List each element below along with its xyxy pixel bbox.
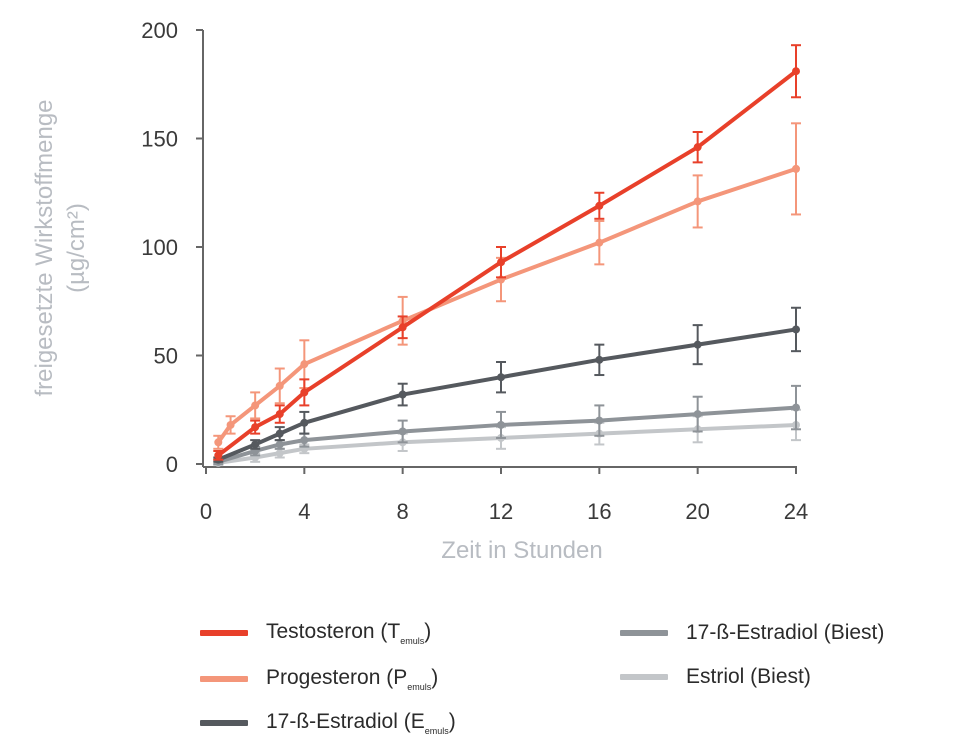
y-tick-label: 0 (166, 452, 178, 477)
legend-item: 17-ß-Estradiol (Biest) (620, 618, 884, 648)
x-tick-label: 16 (587, 499, 611, 524)
series-group (213, 44, 801, 461)
plot-area (213, 44, 801, 467)
series-group (213, 306, 801, 464)
x-tick-label: 4 (298, 499, 310, 524)
data-point (792, 325, 800, 334)
y-tick-label: 50 (154, 344, 178, 369)
data-point (398, 323, 407, 332)
chart: freigesetzte Wirkstoffmenge (µg/cm²) Zeit… (31, 18, 808, 564)
data-point (398, 427, 407, 436)
legend-swatch (200, 676, 248, 682)
legend-label: Estriol (Biest) (686, 665, 811, 688)
data-point (792, 403, 800, 412)
data-point (251, 423, 260, 432)
y-axis-title-line: freigesetzte Wirkstoffmenge (31, 99, 58, 396)
data-point (595, 355, 604, 364)
data-point (398, 390, 407, 399)
data-point (792, 164, 800, 173)
legend: Testosteron (Temuls) Progesteron (Pemuls)… (200, 618, 960, 738)
x-ticks: 0 4 8 12 16 20 24 (200, 467, 808, 524)
data-point (693, 197, 702, 206)
data-point (595, 238, 604, 247)
x-tick-label: 0 (200, 499, 212, 524)
legend-item: Testosteron (Temuls) (200, 618, 431, 648)
data-point (275, 381, 284, 390)
data-point (275, 440, 284, 449)
series-group (213, 122, 801, 450)
x-tick-label: 12 (489, 499, 513, 524)
y-axis-title: freigesetzte Wirkstoffmenge (µg/cm²) (31, 99, 90, 396)
data-point (693, 143, 702, 152)
legend-swatch (620, 674, 668, 680)
data-point (497, 373, 505, 382)
x-axis-title: Zeit in Stunden (441, 537, 602, 564)
y-tick-label: 200 (141, 18, 178, 43)
data-point (693, 410, 702, 419)
data-point (214, 451, 223, 460)
data-point (693, 340, 702, 349)
data-point (275, 449, 284, 458)
legend-label: 17-ß-Estradiol (Eemuls) (266, 710, 456, 736)
data-point (214, 438, 223, 447)
legend-swatch (200, 720, 248, 726)
legend-label: Progesteron (Pemuls) (266, 666, 439, 692)
data-point (251, 440, 260, 449)
data-point (300, 418, 309, 427)
data-point (226, 420, 235, 429)
data-point (275, 410, 284, 419)
legend-swatch (200, 630, 248, 636)
x-tick-label: 24 (784, 499, 808, 524)
data-point (300, 436, 309, 445)
legend-label: 17-ß-Estradiol (Biest) (686, 621, 885, 644)
legend-label: Testosteron (Temuls) (266, 620, 432, 646)
legend-item: Estriol (Biest) (620, 662, 811, 692)
data-point (497, 420, 505, 429)
data-point (792, 67, 800, 76)
x-tick-label: 8 (397, 499, 409, 524)
x-tick-label: 20 (685, 499, 709, 524)
data-point (595, 201, 604, 210)
y-tick-label: 150 (141, 127, 178, 152)
data-point (275, 429, 284, 438)
data-point (595, 416, 604, 425)
data-point (497, 258, 505, 267)
data-point (300, 388, 309, 397)
legend-item: Progesteron (Pemuls) (200, 664, 438, 694)
y-ticks: 0 50 100 150 200 (141, 18, 203, 477)
legend-swatch (620, 630, 668, 636)
data-point (300, 360, 309, 369)
legend-item: 17-ß-Estradiol (Eemuls) (200, 708, 456, 738)
y-axis-title-line: (µg/cm²) (63, 203, 90, 293)
data-point (251, 401, 260, 410)
y-tick-label: 100 (141, 235, 178, 260)
series-line (216, 166, 797, 444)
